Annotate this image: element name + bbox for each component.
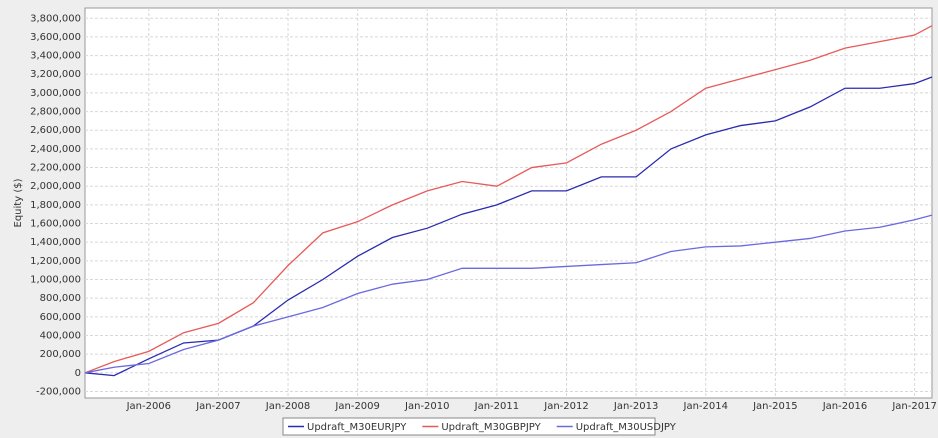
y-tick-label: 1,000,000 — [30, 275, 81, 286]
x-tick-label: Jan-2012 — [543, 401, 588, 412]
y-tick-label: 0 — [75, 368, 81, 379]
y-tick-label: 200,000 — [40, 349, 81, 360]
legend-label: Updraft_M30GBPJPY — [441, 422, 541, 433]
y-tick-label: 2,800,000 — [30, 107, 81, 118]
y-tick-label: 600,000 — [40, 312, 81, 323]
y-tick-label: 3,800,000 — [30, 13, 81, 24]
y-tick-label: 2,600,000 — [30, 125, 81, 136]
y-tick-label: 3,400,000 — [30, 51, 81, 62]
x-tick-label: Jan-2013 — [613, 401, 658, 412]
x-tick-label: Jan-2006 — [126, 401, 171, 412]
y-tick-label: -200,000 — [36, 386, 81, 397]
legend — [282, 417, 656, 436]
y-tick-label: 1,600,000 — [30, 219, 81, 230]
y-tick-label: 800,000 — [40, 293, 81, 304]
legend-label: Updraft_M30EURJPY — [307, 422, 407, 433]
plot-area — [84, 7, 933, 399]
y-tick-label: 2,000,000 — [30, 181, 81, 192]
x-tick-label: Jan-2014 — [683, 401, 728, 412]
y-tick-label: 3,600,000 — [30, 32, 81, 43]
y-axis-label: Equity ($) — [13, 178, 24, 227]
series-line — [84, 214, 933, 374]
y-tick-label: 1,400,000 — [30, 237, 81, 248]
legend-label: Updraft_M30USDJPY — [576, 422, 677, 433]
y-tick-label: 2,400,000 — [30, 144, 81, 155]
y-tick-label: 1,200,000 — [30, 256, 81, 267]
y-tick-label: 400,000 — [40, 330, 81, 341]
y-tick-label: 2,200,000 — [30, 163, 81, 174]
x-tick-label: Jan-2011 — [474, 401, 519, 412]
x-tick-label: Jan-2015 — [752, 401, 797, 412]
x-tick-label: Jan-2008 — [265, 401, 310, 412]
x-tick-label: Jan-2010 — [404, 401, 449, 412]
series-line — [84, 25, 933, 374]
x-tick-label: Jan-2009 — [334, 401, 379, 412]
x-tick-label: Jan-2016 — [822, 401, 867, 412]
x-tick-label: Jan-2017 — [891, 401, 936, 412]
y-tick-label: 1,800,000 — [30, 200, 81, 211]
y-tick-label: 3,200,000 — [30, 69, 81, 80]
x-tick-label: Jan-2007 — [195, 401, 240, 412]
y-tick-label: 3,000,000 — [30, 88, 81, 99]
